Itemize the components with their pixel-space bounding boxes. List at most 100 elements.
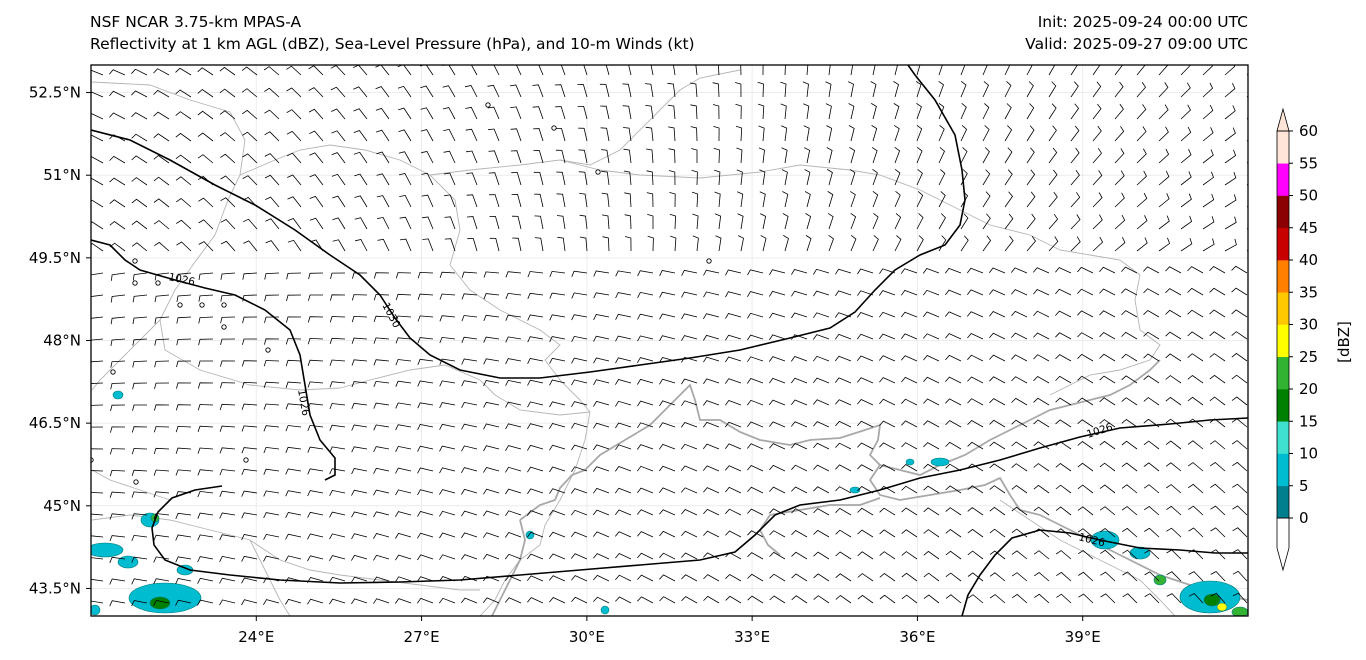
border-line: [91, 81, 341, 391]
wind-barb: [417, 358, 434, 366]
wind-barb: [1033, 310, 1050, 318]
wind-barb: [826, 125, 833, 142]
wind-barb: [351, 598, 368, 605]
wind-barb: [747, 334, 764, 341]
wind-barb: [1070, 65, 1078, 76]
wind-barb: [109, 134, 126, 142]
wind-barb: [465, 85, 478, 98]
wind-barb: [330, 294, 346, 301]
wind-barb: [667, 82, 676, 98]
wind-barb: [439, 445, 456, 452]
wind-barb: [176, 241, 192, 252]
wind-barb: [131, 556, 148, 563]
wind-barb: [197, 599, 214, 606]
wind-barb: [175, 404, 192, 411]
wind-barb: [725, 530, 742, 538]
wind-barb: [509, 84, 522, 98]
wind-barb: [1144, 527, 1160, 538]
wind-barb: [555, 128, 566, 142]
wind-barb: [351, 359, 368, 366]
wind-barb: [91, 578, 104, 582]
wind-barb: [263, 360, 280, 367]
wind-barb: [332, 195, 346, 208]
wind-barb: [1099, 527, 1116, 538]
wind-barb: [622, 83, 632, 98]
wind-barb: [835, 464, 852, 472]
wind-barb: [351, 446, 368, 453]
wind-barb: [982, 235, 992, 252]
wind-barb: [658, 443, 676, 450]
wind-barb: [1114, 81, 1124, 98]
wind-barb: [827, 213, 834, 230]
wind-barb: [681, 552, 698, 560]
wind-barb: [659, 335, 676, 342]
wind-barb: [989, 419, 1006, 428]
wind-barb: [1099, 288, 1116, 296]
wind-barb: [960, 213, 969, 230]
wind-barb: [91, 69, 104, 76]
wind-barb: [1158, 193, 1170, 208]
wind-barb: [175, 512, 192, 520]
wind-barb: [355, 239, 368, 252]
calm-marker: [132, 258, 138, 264]
wind-barb: [377, 216, 390, 230]
wind-barb: [1122, 549, 1138, 560]
wind-barb: [373, 402, 390, 409]
wind-barb: [571, 314, 588, 321]
wind-barb: [395, 293, 412, 301]
wind-barb: [623, 127, 632, 142]
lon-tick-label: 33°E: [734, 628, 770, 646]
wind-barb: [1202, 149, 1214, 164]
wind-barb: [219, 512, 236, 519]
wind-barb: [703, 487, 720, 494]
wind-barb: [658, 487, 676, 494]
colorbar-extend-min: [1276, 517, 1290, 572]
wind-barb: [153, 513, 170, 520]
wind-barb: [850, 65, 854, 76]
wind-barb: [813, 268, 830, 275]
wind-barb: [703, 291, 720, 298]
wind-barb: [220, 175, 236, 186]
wind-barb: [1165, 309, 1182, 318]
wind-barb: [893, 103, 900, 120]
wind-barb: [1099, 266, 1116, 274]
wind-barb: [636, 465, 654, 472]
wind-barb: [353, 86, 368, 98]
wind-barb: [803, 103, 810, 120]
wind-barb: [351, 337, 368, 344]
wind-barb: [1231, 265, 1248, 274]
wind-barb: [1224, 65, 1236, 76]
wind-barb: [1092, 65, 1101, 76]
wind-barb: [1166, 593, 1182, 604]
isobar-label: 1026: [295, 388, 312, 417]
wind-barb: [944, 311, 962, 318]
wind-barb: [702, 443, 720, 450]
wind-barb: [154, 294, 170, 303]
wind-barb: [791, 464, 808, 472]
wind-barb: [615, 270, 632, 277]
wind-barb: [592, 509, 610, 516]
wind-barb: [373, 294, 390, 301]
wind-barb: [1092, 125, 1102, 142]
wind-barb: [175, 176, 192, 186]
wind-barb: [527, 401, 544, 408]
wind-barb: [461, 315, 478, 322]
wind-barb: [527, 358, 544, 364]
wind-barb: [850, 212, 857, 230]
wind-barb: [615, 422, 632, 429]
wind-barb: [835, 529, 852, 538]
wind-barb: [659, 574, 676, 582]
wind-barb: [769, 595, 786, 604]
wind-barb: [724, 421, 742, 428]
wind-barb: [1188, 593, 1204, 604]
wind-barb: [1121, 462, 1138, 472]
wind-barb: [812, 377, 830, 384]
wind-barb: [593, 292, 610, 299]
wind-barb: [329, 446, 346, 453]
wind-barb: [110, 316, 126, 325]
wind-barb: [737, 191, 744, 208]
wind-barb: [1121, 527, 1138, 538]
wind-barb: [645, 105, 654, 120]
wind-barb: [1077, 375, 1094, 384]
lon-tick-label: 36°E: [899, 628, 935, 646]
